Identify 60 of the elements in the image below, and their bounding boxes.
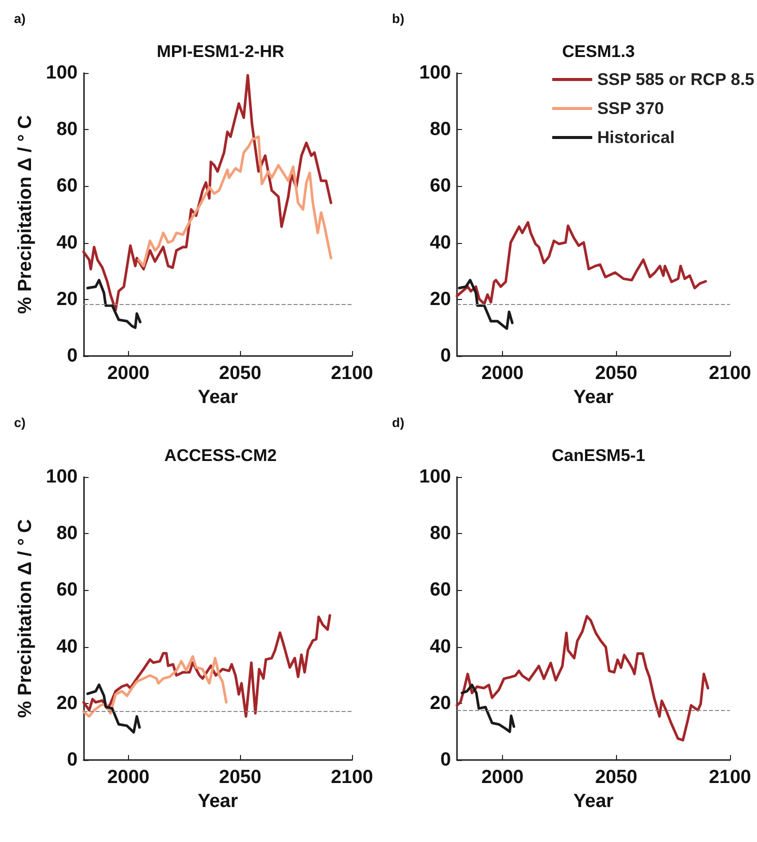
y-tick-label: 40 <box>430 636 451 658</box>
legend-label: Historical <box>597 128 675 147</box>
y-axis-title: % Precipitation Δ / ° C <box>15 114 36 314</box>
chart-title: MPI-ESM1-2-HR <box>156 42 284 61</box>
y-tick-label: 60 <box>430 176 451 197</box>
y-tick-label: 20 <box>430 692 451 714</box>
y-tick-label: 80 <box>430 523 451 544</box>
text: b) <box>392 11 404 26</box>
line-series <box>137 135 332 268</box>
y-axis-title: % Precipitation Δ / ° C <box>15 518 36 718</box>
y-tick-label: 100 <box>46 62 78 84</box>
line-series <box>456 614 710 742</box>
y-tick-label: 80 <box>56 523 78 544</box>
line-series <box>82 655 228 718</box>
line-series <box>456 221 707 306</box>
y-tick-label: 80 <box>56 119 78 140</box>
y-tick-label: 60 <box>56 176 78 197</box>
x-tick-label: 2100 <box>708 363 752 384</box>
x-tick-label: 2000 <box>107 767 150 788</box>
line-series <box>82 74 332 312</box>
y-tick-label: 0 <box>440 346 451 366</box>
text: d) <box>392 415 404 430</box>
y-tick-label: 40 <box>430 232 451 254</box>
y-tick-label: 80 <box>430 119 451 140</box>
y-tick-label: 20 <box>56 288 78 310</box>
legend-label: SSP 370 <box>597 99 664 118</box>
x-axis-title: Year <box>573 387 614 408</box>
y-tick-label: 0 <box>67 346 78 366</box>
x-tick-label: 2050 <box>219 767 262 788</box>
y-tick-label: 100 <box>46 466 78 488</box>
y-tick-label: 60 <box>430 580 451 601</box>
text: a) <box>14 11 26 26</box>
x-tick-label: 2000 <box>107 363 150 384</box>
line-series <box>460 684 516 733</box>
x-axis-title: Year <box>573 791 614 812</box>
x-tick-label: 2050 <box>219 363 262 384</box>
y-tick-label: 40 <box>56 232 78 254</box>
line-series <box>82 614 332 718</box>
y-tick-label: 100 <box>419 466 451 488</box>
legend-label: SSP 585 or RCP 8.5 <box>597 70 754 89</box>
y-tick-label: 0 <box>67 750 78 770</box>
y-tick-label: 20 <box>430 288 451 310</box>
y-tick-label: 20 <box>56 692 78 714</box>
y-tick-label: 40 <box>56 636 78 658</box>
x-axis-title: Year <box>198 387 238 408</box>
y-tick-label: 100 <box>419 62 451 84</box>
x-tick-label: 2100 <box>330 767 374 788</box>
x-tick-label: 2000 <box>481 363 524 384</box>
chart-title: ACCESS-CM2 <box>164 446 277 465</box>
y-tick-label: 60 <box>56 580 78 601</box>
x-tick-label: 2050 <box>595 767 638 788</box>
x-tick-label: 2100 <box>708 767 752 788</box>
chart-title: CanESM5-1 <box>552 446 646 465</box>
y-tick-label: 0 <box>440 750 451 770</box>
x-tick-label: 2100 <box>330 363 374 384</box>
text: c) <box>14 415 26 430</box>
chart-title: CESM1.3 <box>562 42 635 61</box>
x-tick-label: 2050 <box>595 363 638 384</box>
x-tick-label: 2000 <box>481 767 524 788</box>
x-axis-title: Year <box>198 791 238 812</box>
